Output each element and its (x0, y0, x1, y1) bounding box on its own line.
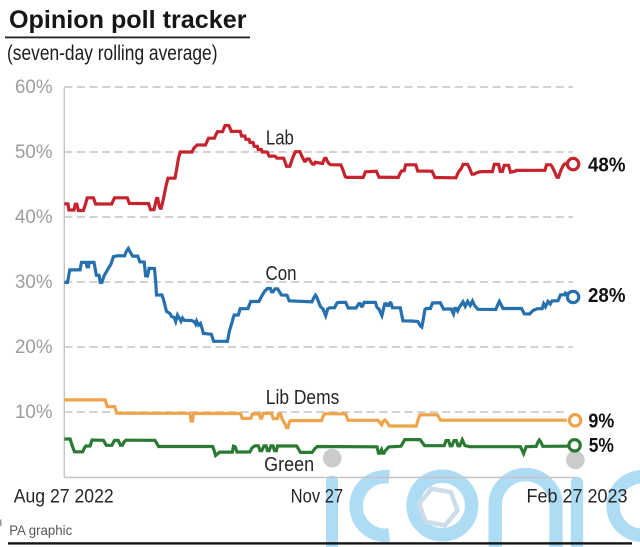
svg-text:Green: Green (264, 454, 314, 476)
svg-text:5%: 5% (589, 434, 614, 457)
svg-text:40%: 40% (15, 207, 53, 228)
svg-text:30%: 30% (15, 272, 53, 293)
svg-text:10%: 10% (15, 402, 53, 423)
svg-text:(seven-day rolling average): (seven-day rolling average) (7, 42, 218, 65)
svg-text:Opinion poll tracker: Opinion poll tracker (9, 6, 247, 34)
svg-text:Lab: Lab (266, 128, 294, 150)
svg-text:9%: 9% (588, 409, 614, 432)
svg-text:50%: 50% (15, 142, 53, 163)
svg-text:20%: 20% (15, 337, 53, 358)
svg-text:48%: 48% (588, 154, 626, 177)
svg-text:Aug 27 2022: Aug 27 2022 (14, 486, 114, 507)
svg-text:Lib Dems: Lib Dems (266, 387, 340, 409)
svg-text:Feb 27 2023: Feb 27 2023 (527, 486, 628, 507)
svg-text:60%: 60% (15, 77, 53, 98)
svg-text:Con: Con (266, 263, 297, 285)
svg-text:Nov 27: Nov 27 (291, 486, 344, 507)
svg-text:28%: 28% (588, 284, 626, 307)
svg-text:PA graphic: PA graphic (9, 523, 72, 538)
